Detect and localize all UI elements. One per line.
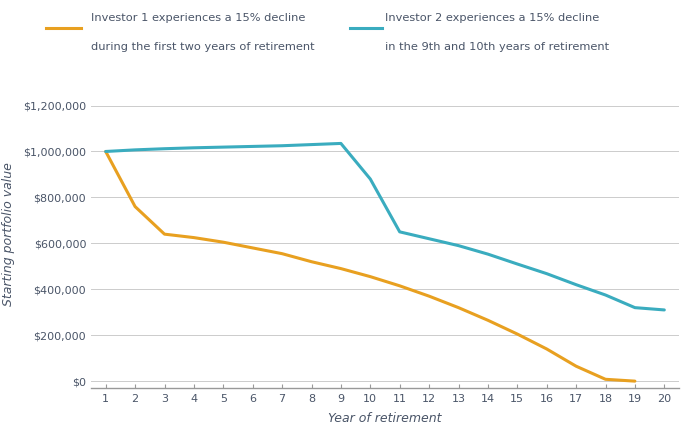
Y-axis label: Starting portfolio value: Starting portfolio value: [1, 162, 15, 306]
Text: during the first two years of retirement: during the first two years of retirement: [91, 42, 314, 52]
Text: in the 9th and 10th years of retirement: in the 9th and 10th years of retirement: [385, 42, 609, 52]
Text: Investor 1 experiences a 15% decline: Investor 1 experiences a 15% decline: [91, 13, 305, 23]
X-axis label: Year of retirement: Year of retirement: [328, 412, 442, 425]
Text: Investor 2 experiences a 15% decline: Investor 2 experiences a 15% decline: [385, 13, 599, 23]
